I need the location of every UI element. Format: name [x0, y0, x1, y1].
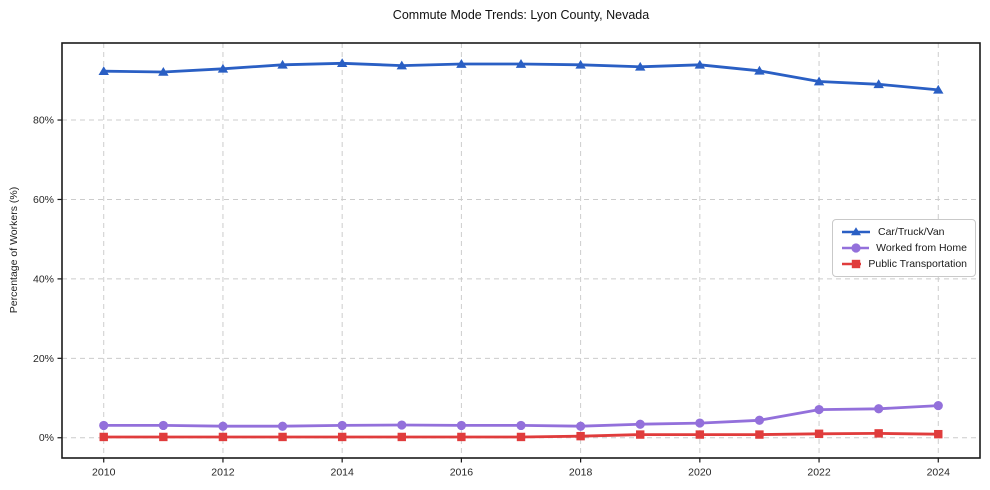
- data-point-worked-from-home: [277, 421, 288, 431]
- data-point-car-truck-van: [635, 61, 646, 71]
- legend-item-car-truck-van: Car/Truck/Van: [841, 226, 967, 238]
- data-point-car-truck-van: [754, 65, 765, 75]
- y-tick-label: 40%: [33, 273, 54, 285]
- data-point-public-transportation: [337, 432, 347, 442]
- legend-item-public-transportation: Public Transportation: [841, 258, 967, 270]
- y-tick-label: 20%: [33, 353, 54, 365]
- data-point-worked-from-home: [933, 400, 943, 411]
- y-tick-label: 0%: [39, 432, 54, 444]
- data-point-worked-from-home: [635, 419, 645, 429]
- data-point-public-transportation: [695, 430, 705, 439]
- y-tick-label: 60%: [33, 194, 54, 206]
- data-point-public-transportation: [814, 429, 824, 438]
- data-point-worked-from-home: [218, 421, 228, 431]
- chart-title: Commute Mode Trends: Lyon County, Nevada: [392, 8, 650, 22]
- data-point-worked-from-home: [456, 420, 466, 431]
- legend-label: Worked from Home: [876, 242, 967, 254]
- data-point-worked-from-home: [814, 404, 824, 415]
- data-point-public-transportation: [636, 430, 645, 439]
- data-point-car-truck-van: [575, 59, 586, 69]
- plot-border: [61, 42, 981, 459]
- triangle-marker-icon: [842, 227, 870, 236]
- data-point-worked-from-home: [576, 421, 586, 431]
- y-tick-label: 80%: [33, 115, 54, 127]
- data-point-car-truck-van: [694, 59, 706, 69]
- data-point-public-transportation: [874, 429, 883, 438]
- data-point-public-transportation: [457, 432, 466, 442]
- legend-label: Car/Truck/Van: [878, 226, 945, 238]
- data-point-car-truck-van: [336, 58, 348, 68]
- data-point-public-transportation: [576, 431, 585, 441]
- data-point-public-transportation: [159, 432, 168, 442]
- data-point-public-transportation: [755, 430, 764, 439]
- x-tick-label: 2010: [92, 467, 116, 479]
- x-tick-label: 2016: [450, 467, 474, 479]
- x-tick-label: 2012: [211, 467, 235, 479]
- data-point-car-truck-van: [158, 66, 169, 76]
- data-point-worked-from-home: [874, 404, 884, 414]
- x-tick-label: 2022: [807, 467, 831, 479]
- data-point-worked-from-home: [516, 420, 526, 431]
- data-point-car-truck-van: [98, 66, 109, 75]
- x-tick-label: 2018: [569, 467, 593, 479]
- data-point-public-transportation: [278, 432, 287, 442]
- data-point-worked-from-home: [397, 420, 407, 430]
- data-point-worked-from-home: [99, 420, 109, 431]
- circle-marker-icon: [842, 243, 870, 253]
- data-point-car-truck-van: [277, 59, 288, 69]
- legend-label: Public Transportation: [868, 258, 967, 270]
- data-point-car-truck-van: [813, 76, 825, 86]
- x-tick-label: 2014: [330, 467, 354, 479]
- data-point-car-truck-van: [456, 59, 467, 68]
- data-point-car-truck-van: [873, 79, 884, 89]
- data-point-worked-from-home: [158, 420, 168, 431]
- data-point-public-transportation: [516, 432, 526, 442]
- legend-item-worked-from-home: Worked from Home: [841, 242, 967, 254]
- data-point-worked-from-home: [337, 420, 347, 431]
- data-point-worked-from-home: [754, 415, 765, 425]
- x-tick-label: 2024: [927, 467, 951, 479]
- data-point-public-transportation: [99, 432, 108, 442]
- data-point-public-transportation: [218, 432, 228, 442]
- data-point-car-truck-van: [217, 63, 229, 73]
- data-point-public-transportation: [934, 429, 943, 439]
- data-point-car-truck-van: [515, 59, 527, 68]
- data-point-car-truck-van: [933, 84, 944, 94]
- data-point-public-transportation: [397, 432, 406, 442]
- x-tick-label: 2020: [688, 467, 712, 479]
- data-point-worked-from-home: [695, 418, 705, 428]
- data-point-car-truck-van: [396, 60, 407, 70]
- legend: Car/Truck/Van Worked from Home Public Tr…: [832, 219, 976, 277]
- square-marker-icon: [842, 259, 862, 269]
